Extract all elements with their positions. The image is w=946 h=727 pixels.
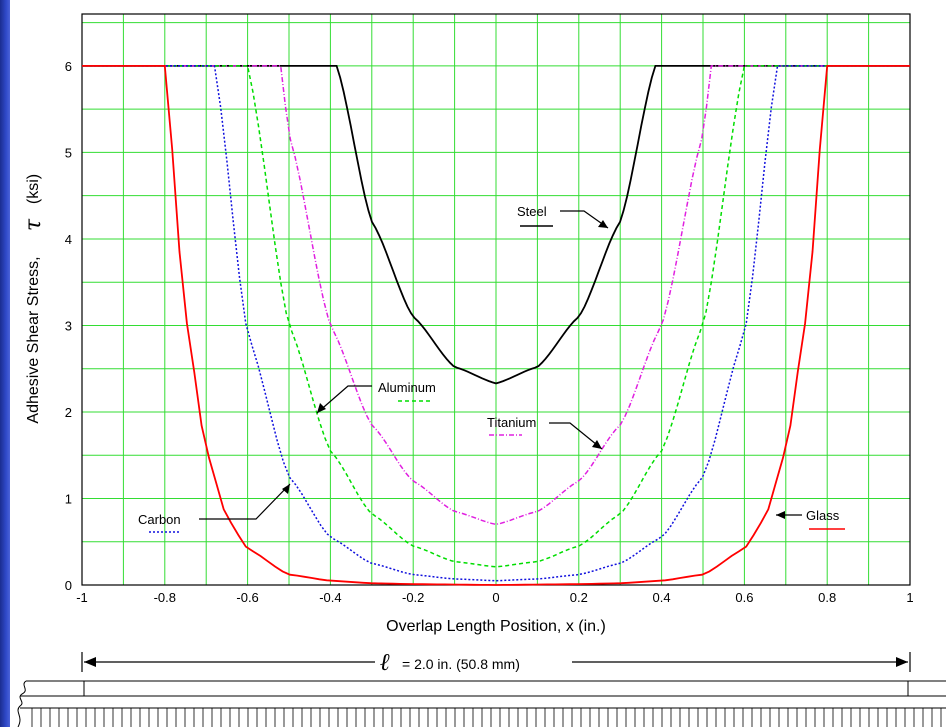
y-axis-unit: (ksi) <box>25 174 42 204</box>
joint-schematic <box>17 680 946 727</box>
y-tick-label: 4 <box>65 232 72 247</box>
arrow-carbon <box>199 483 291 520</box>
arrow-steel <box>560 210 609 229</box>
grid-lines <box>81 14 911 585</box>
label-glass: Glass <box>806 508 840 523</box>
arrowhead-carbon <box>282 484 290 494</box>
dimension-line: ℓ = 2.0 in. (50.8 mm) <box>81 647 911 676</box>
x-tick-label: 1 <box>906 590 913 605</box>
arrow-titanium <box>549 422 603 450</box>
label-aluminum: Aluminum <box>378 380 436 395</box>
label-steel: Steel <box>517 204 547 219</box>
y-tick-label: 5 <box>65 145 72 160</box>
x-tick-label: 0.8 <box>818 590 836 605</box>
adhesive-hatching <box>31 708 942 727</box>
y-axis-title: Adhesive Shear Stress, <box>25 256 42 423</box>
x-tick-label: 0.4 <box>653 590 671 605</box>
x-tick-label: -0.4 <box>319 590 341 605</box>
arrowhead-aluminum <box>317 403 326 413</box>
series-line-glass <box>82 65 910 586</box>
slide-edge-bar <box>0 0 10 727</box>
arrowhead-steel <box>598 220 608 228</box>
arrow-aluminum <box>316 385 372 414</box>
arrowhead-titanium <box>592 440 602 449</box>
label-carbon: Carbon <box>138 512 181 527</box>
x-tick-label: -0.6 <box>236 590 258 605</box>
y-tick-label: 2 <box>65 405 72 420</box>
tau-symbol: τ <box>21 218 46 231</box>
series-line-titanium <box>82 65 910 526</box>
annotations: Steel Titanium Aluminum Carbon Glass <box>138 204 845 533</box>
x-tick-label: -0.8 <box>154 590 176 605</box>
x-axis-title: Overlap Length Position, x (in.) <box>386 618 606 635</box>
label-titanium: Titanium <box>487 415 536 430</box>
series-layer <box>82 65 910 586</box>
tick-labels: -1 -0.8 -0.6 -0.4 -0.2 0 0.2 0.4 0.6 0.8 1 0 1 2 3 4 5 6 <box>65 59 914 605</box>
x-tick-label: -1 <box>76 590 88 605</box>
ell-symbol: ℓ <box>380 647 390 676</box>
y-tick-label: 1 <box>65 491 72 506</box>
y-tick-label: 3 <box>65 318 72 333</box>
y-tick-label: 6 <box>65 59 72 74</box>
series-line-steel <box>82 65 910 385</box>
x-tick-label: 0.6 <box>735 590 753 605</box>
series-line-carbon <box>82 65 910 582</box>
y-tick-label: 0 <box>65 578 72 593</box>
dimension-text: = 2.0 in. (50.8 mm) <box>402 656 520 672</box>
x-tick-label: 0 <box>492 590 499 605</box>
x-tick-label: -0.2 <box>402 590 424 605</box>
x-tick-label: 0.2 <box>570 590 588 605</box>
arrowhead-glass <box>776 511 785 519</box>
y-axis-title-group: Adhesive Shear Stress, τ (ksi) <box>21 174 46 424</box>
